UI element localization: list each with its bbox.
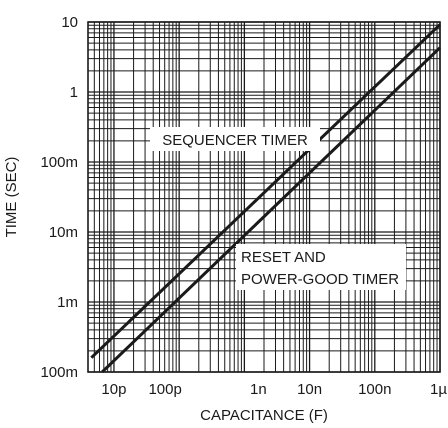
annotation-backdrop	[236, 244, 406, 290]
y-tick-label: 1m	[57, 294, 78, 311]
y-tick-label: 10	[61, 14, 78, 31]
x-tick-label: 1n	[250, 381, 267, 398]
x-tick-label: 100n	[358, 381, 391, 398]
y-tick-labels: 10 1 100m 10m 1m 100m	[40, 14, 78, 381]
y-tick-label: 10m	[49, 224, 78, 241]
annotation-reset: RESET AND POWER-GOOD TIMER	[236, 244, 406, 290]
y-tick-label: 100m	[40, 154, 78, 171]
annotation-text: POWER-GOOD TIMER	[241, 271, 399, 288]
x-axis-label: CAPACITANCE (F)	[200, 407, 328, 424]
annotations: SEQUENCER TIMER RESET AND POWER-GOOD TIMER	[150, 127, 406, 290]
series-line-reset-power-good-timer	[101, 46, 442, 374]
annotation-backdrop	[150, 127, 320, 151]
annotation-seq: SEQUENCER TIMER	[150, 127, 320, 151]
x-tick-labels: 10p 100p 1n 10n 100n 1µ	[101, 381, 447, 398]
x-tick-label: 10p	[101, 381, 126, 398]
x-tick-label: 10n	[297, 381, 322, 398]
annotation-text: SEQUENCER TIMER	[162, 132, 308, 149]
series-line-sequencer-timer	[90, 23, 442, 359]
annotation-text: RESET AND	[241, 249, 326, 266]
plot-frame	[87, 21, 441, 373]
series-layer	[90, 23, 442, 374]
y-axis-label: TIME (SEC)	[3, 157, 20, 238]
y-tick-label: 1	[70, 84, 78, 101]
y-tick-label: 100m	[40, 364, 78, 381]
x-tick-label: 1µ	[430, 381, 447, 398]
x-tick-label: 100p	[148, 381, 181, 398]
